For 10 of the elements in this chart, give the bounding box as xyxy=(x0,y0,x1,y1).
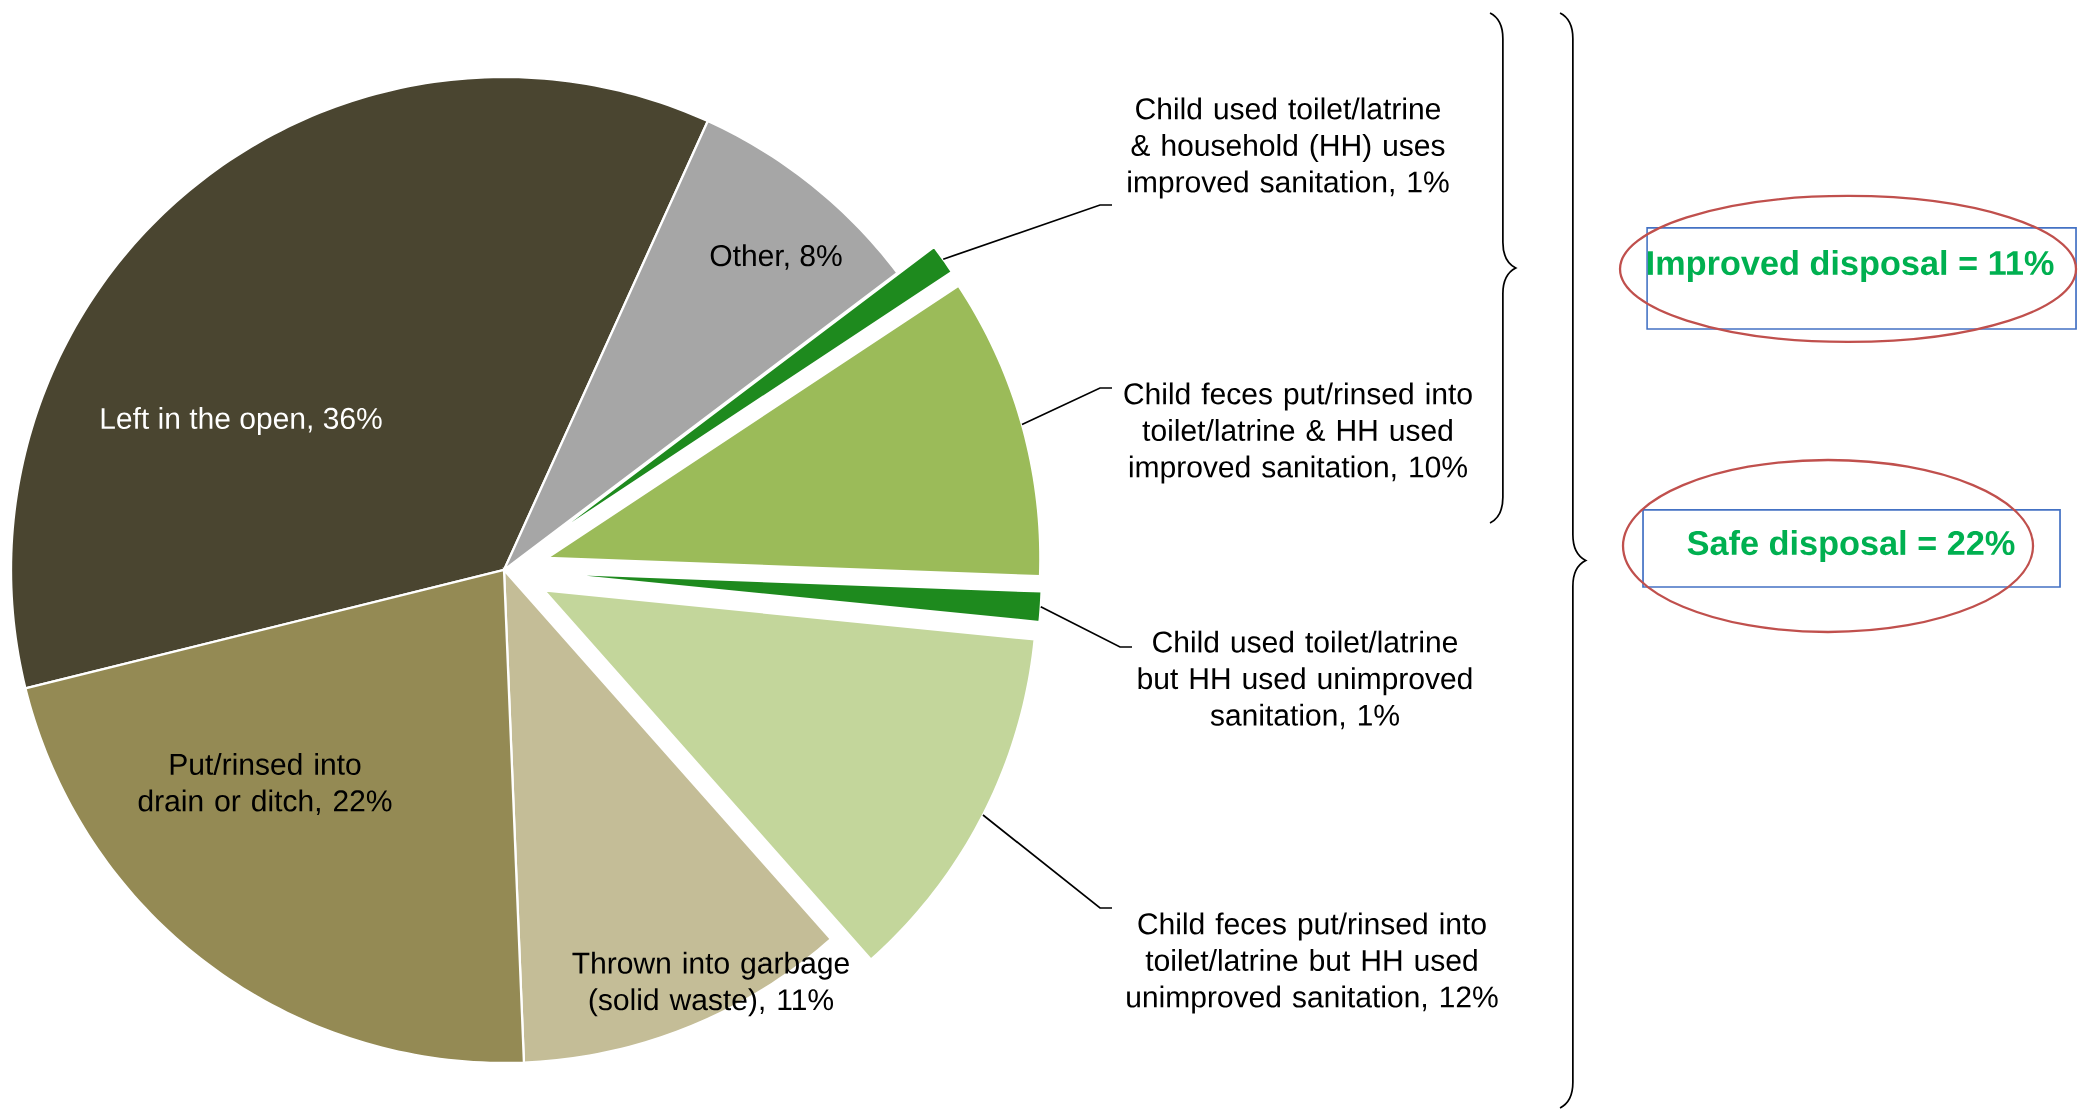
slice-label: Child used toilet/latrine & household (HH) uses improved sanitation, 1% xyxy=(1128,97,1449,199)
slice-label: Left in the open, 36% xyxy=(101,407,382,435)
slice-label: Put/rinsed into drain or ditch, 22% xyxy=(138,752,392,816)
text: Improved disposal = 11% xyxy=(1647,250,2054,282)
slice-label: Child feces put/rinsed into toilet/latrine but HH used unimproved sanitation, 12% xyxy=(1127,912,1498,1014)
slice-label: Thrown into garbage (solid waste), 11% xyxy=(572,951,849,1017)
slice-label: Child used toilet/latrine but HH used unimproved sanitation, 1% xyxy=(1138,630,1472,730)
text: Safe disposal = 22% xyxy=(1687,530,2015,562)
slice-label: Other, 8% xyxy=(710,244,842,270)
slice-label: Child feces put/rinsed into toilet/latrine & HH used improved sanitation, 10% xyxy=(1124,382,1472,484)
